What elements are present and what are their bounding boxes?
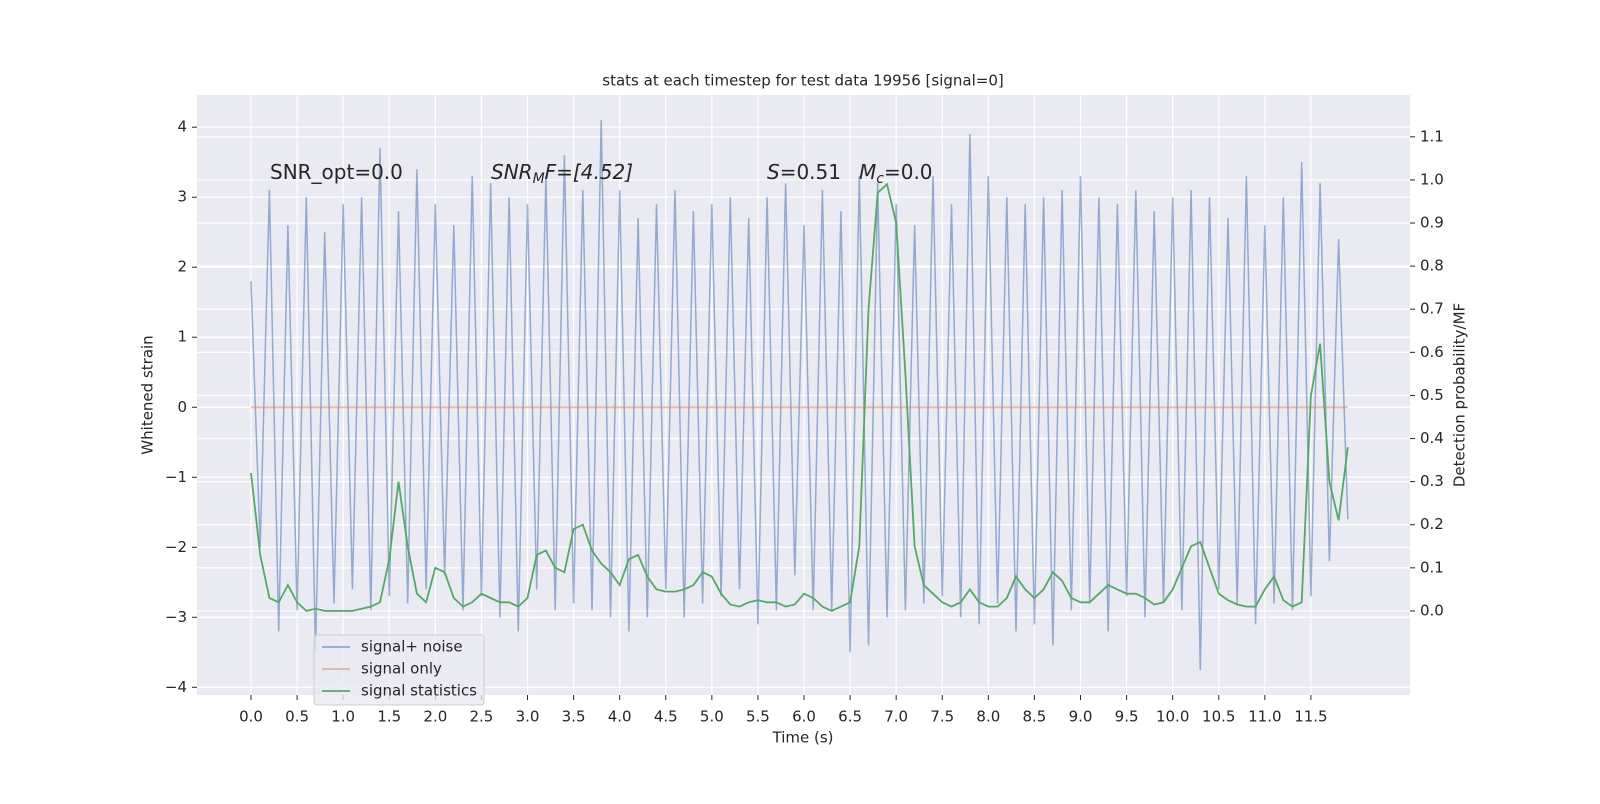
x-tick-label: 0.5 bbox=[285, 708, 309, 726]
x-tick-label: 11.0 bbox=[1248, 708, 1281, 726]
legend-box bbox=[313, 634, 485, 706]
y2-tick-label: 0.6 bbox=[1420, 343, 1444, 361]
x-tick-label: 6.5 bbox=[838, 708, 862, 726]
x-tick-label: 7.0 bbox=[884, 708, 908, 726]
y2-tick-label: 0.9 bbox=[1420, 214, 1444, 232]
y2-tick-label: 0.0 bbox=[1420, 601, 1444, 619]
legend-label: signal statistics bbox=[361, 682, 477, 700]
x-tick-label: 3.5 bbox=[562, 708, 586, 726]
y-axis-label: Whitened strain bbox=[139, 335, 157, 454]
annotation: SNR_opt=0.0 bbox=[270, 160, 403, 184]
x-tick-label: 10.0 bbox=[1156, 708, 1189, 726]
y2-tick-label: 1.0 bbox=[1420, 170, 1444, 188]
x-tick-label: 6.0 bbox=[792, 708, 816, 726]
annotation: S=0.51 bbox=[767, 160, 841, 184]
x-tick-label: 9.0 bbox=[1069, 708, 1093, 726]
x-tick-label: 10.5 bbox=[1202, 708, 1235, 726]
y2-tick-label: 0.4 bbox=[1420, 429, 1444, 447]
y-tick-label: −2 bbox=[165, 538, 187, 556]
y-tick-label: 4 bbox=[177, 118, 187, 136]
x-tick-label: 5.0 bbox=[700, 708, 724, 726]
y-tick-label: 0 bbox=[177, 398, 187, 416]
y-tick-label: 2 bbox=[177, 258, 187, 276]
legend-label: signal+ noise bbox=[361, 638, 463, 656]
y2-tick-label: 0.2 bbox=[1420, 515, 1444, 533]
x-tick-label: 5.5 bbox=[746, 708, 770, 726]
x-tick-label: 9.5 bbox=[1115, 708, 1139, 726]
y2-tick-label: 0.7 bbox=[1420, 300, 1444, 318]
series-line bbox=[250, 120, 1349, 670]
annotation: SNRMF=[4.52] bbox=[491, 160, 633, 188]
x-tick-label: 11.5 bbox=[1294, 708, 1327, 726]
x-tick-label: 4.0 bbox=[608, 708, 632, 726]
x-tick-label: 0.0 bbox=[239, 708, 263, 726]
y2-tick-label: 0.8 bbox=[1420, 257, 1444, 275]
y-tick-label: 3 bbox=[177, 188, 187, 206]
x-tick-label: 8.0 bbox=[976, 708, 1000, 726]
annotation: Mc=0.0 bbox=[859, 160, 933, 188]
y2-tick-label: 0.3 bbox=[1420, 472, 1444, 490]
x-axis-label: Time (s) bbox=[772, 729, 834, 747]
legend-label: signal only bbox=[361, 660, 442, 678]
x-tick-label: 2.5 bbox=[469, 708, 493, 726]
y2-tick-label: 1.1 bbox=[1420, 127, 1444, 145]
x-tick-label: 1.0 bbox=[331, 708, 355, 726]
x-tick-label: 1.5 bbox=[377, 708, 401, 726]
x-tick-label: 2.0 bbox=[423, 708, 447, 726]
chart-title: stats at each timestep for test data 199… bbox=[602, 72, 1003, 90]
y2-tick-label: 0.1 bbox=[1420, 558, 1444, 576]
x-tick-label: 4.5 bbox=[654, 708, 678, 726]
y-tick-label: −4 bbox=[165, 678, 187, 696]
x-tick-label: 3.0 bbox=[516, 708, 540, 726]
y2-tick-label: 0.5 bbox=[1420, 386, 1444, 404]
y-tick-label: 1 bbox=[177, 328, 187, 346]
y-tick-label: −1 bbox=[165, 468, 187, 486]
y-tick-label: −3 bbox=[165, 608, 187, 626]
series-line bbox=[250, 182, 1349, 612]
x-tick-label: 7.5 bbox=[930, 708, 954, 726]
y2-axis-label: Detection probability/MF bbox=[1451, 303, 1469, 487]
x-tick-label: 8.5 bbox=[1022, 708, 1046, 726]
